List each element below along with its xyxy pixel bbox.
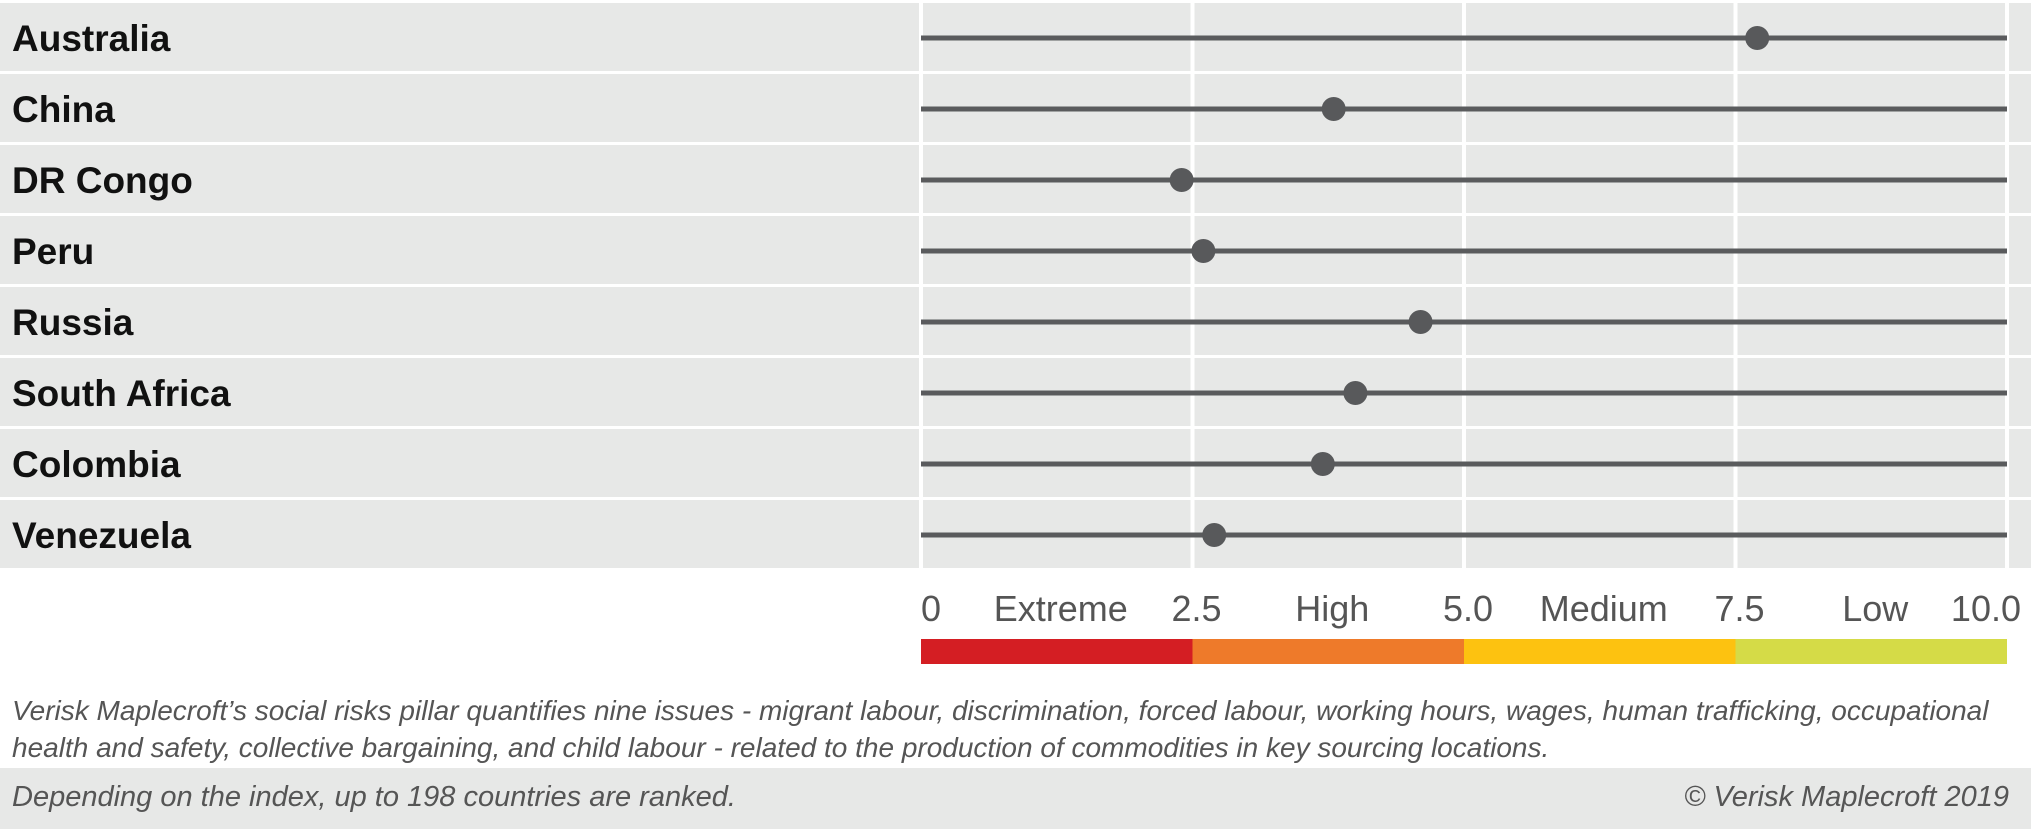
- x-tick-label: 2.5: [1171, 588, 1221, 629]
- data-point: [1169, 168, 1194, 192]
- category-label: China: [12, 89, 115, 130]
- data-point: [1202, 523, 1227, 547]
- data-point: [1408, 310, 1433, 334]
- footer-bar: Depending on the index, up to 198 countr…: [0, 768, 2031, 829]
- category-label: Peru: [12, 231, 94, 272]
- methodology-note: Verisk Maplecroft’s social risks pillar …: [12, 695, 1989, 763]
- category-label: Venezuela: [12, 515, 191, 556]
- data-point: [1191, 239, 1216, 263]
- category-label: South Africa: [12, 373, 231, 414]
- risk-band-label: Low: [1842, 588, 1909, 629]
- data-point: [1310, 452, 1335, 476]
- copyright: © Verisk Maplecroft 2019: [1684, 781, 2009, 813]
- risk-band: [1464, 639, 1736, 664]
- risk-band: [1192, 639, 1464, 664]
- data-point: [1321, 97, 1346, 121]
- risk-band-legend: Extreme High Medium Low: [921, 588, 2007, 664]
- category-label: Russia: [12, 302, 134, 343]
- risk-band-label: High: [1295, 588, 1369, 629]
- risk-band: [921, 639, 1193, 664]
- risk-band: [1735, 639, 2007, 664]
- data-point: [1343, 381, 1368, 405]
- chart-axis: 0 2.5 5.0 7.5 10.0: [921, 588, 2021, 629]
- data-point: [1745, 26, 1770, 50]
- footer-ranking-note: Depending on the index, up to 198 countr…: [12, 781, 736, 813]
- x-tick-label: 0: [921, 588, 941, 629]
- x-tick-label: 10.0: [1951, 588, 2021, 629]
- category-label: Colombia: [12, 444, 181, 485]
- category-label: Australia: [12, 18, 171, 59]
- risk-band-label: Extreme: [994, 588, 1128, 629]
- x-tick-label: 5.0: [1443, 588, 1493, 629]
- chart-gridlines: [919, 0, 2009, 571]
- chart-series: [921, 26, 2007, 547]
- dot-plot-chart: Australia China DR Congo Peru Russia South Af…: [0, 0, 2031, 664]
- category-label: DR Congo: [12, 160, 193, 201]
- risk-band-label: Medium: [1540, 588, 1668, 629]
- chart-rows: Australia China DR Congo Peru Russia South Af…: [0, 3, 2031, 568]
- x-tick-label: 7.5: [1714, 588, 1764, 629]
